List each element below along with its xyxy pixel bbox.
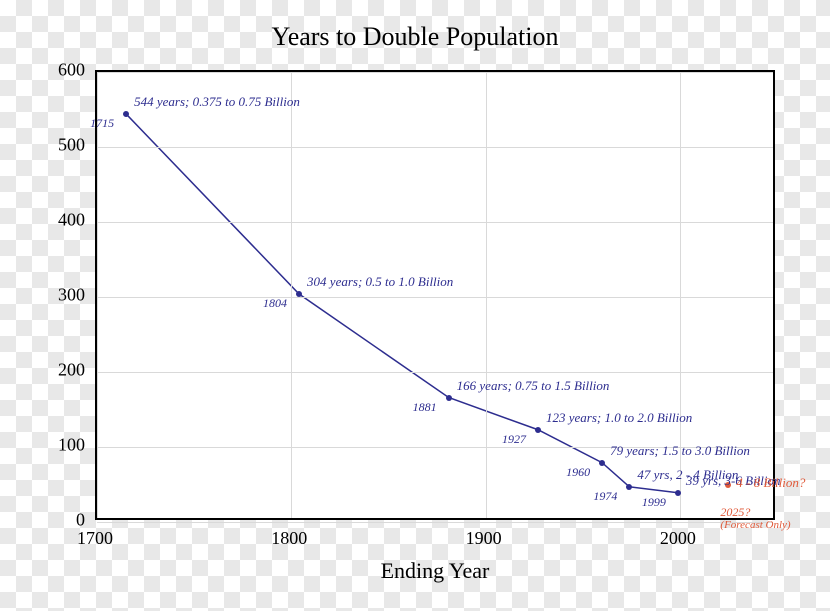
forecast-year-label: 2025?	[720, 505, 750, 520]
y-tick-label: 200	[45, 360, 85, 381]
grid-horizontal	[97, 222, 773, 223]
x-tick-label: 1800	[271, 528, 307, 549]
grid-horizontal	[97, 72, 773, 73]
x-tick-label: 1900	[466, 528, 502, 549]
grid-vertical	[486, 72, 487, 518]
point-annotation: 79 years; 1.5 to 3.0 Billion	[610, 443, 750, 459]
x-tick-label: 2000	[660, 528, 696, 549]
forecast-annotation: 4 - 8 Billion?	[736, 475, 805, 491]
x-tick-label: 1700	[77, 528, 113, 549]
y-tick-label: 100	[45, 435, 85, 456]
data-point	[123, 111, 129, 117]
grid-horizontal	[97, 147, 773, 148]
data-point	[599, 460, 605, 466]
point-year-label: 1927	[502, 432, 526, 447]
chart-container: Years to Double Population Years to Doub…	[0, 0, 830, 611]
y-tick-label: 0	[45, 510, 85, 531]
forecast-note: (Forecast Only)	[720, 519, 790, 531]
y-tick-label: 500	[45, 135, 85, 156]
point-year-label: 1715	[90, 116, 114, 131]
grid-horizontal	[97, 372, 773, 373]
point-year-label: 1881	[413, 400, 437, 415]
point-year-label: 1960	[566, 465, 590, 480]
point-year-label: 1999	[642, 495, 666, 510]
chart-title: Years to Double Population	[0, 22, 830, 52]
point-annotation: 166 years; 0.75 to 1.5 Billion	[457, 378, 610, 394]
x-axis-label: Ending Year	[95, 558, 775, 584]
point-year-label: 1974	[593, 489, 617, 504]
y-tick-label: 300	[45, 285, 85, 306]
point-annotation: 123 years; 1.0 to 2.0 Billion	[546, 410, 692, 426]
point-year-label: 1804	[263, 296, 287, 311]
point-annotation: 304 years; 0.5 to 1.0 Billion	[307, 274, 453, 290]
grid-vertical	[291, 72, 292, 518]
data-point	[296, 291, 302, 297]
point-annotation: 544 years; 0.375 to 0.75 Billion	[134, 94, 300, 110]
y-tick-label: 400	[45, 210, 85, 231]
data-point	[675, 490, 681, 496]
grid-vertical	[97, 72, 98, 518]
data-point	[535, 427, 541, 433]
series-line	[126, 114, 678, 493]
grid-horizontal	[97, 522, 773, 523]
data-point	[626, 484, 632, 490]
data-point	[446, 395, 452, 401]
grid-horizontal	[97, 297, 773, 298]
y-tick-label: 600	[45, 60, 85, 81]
